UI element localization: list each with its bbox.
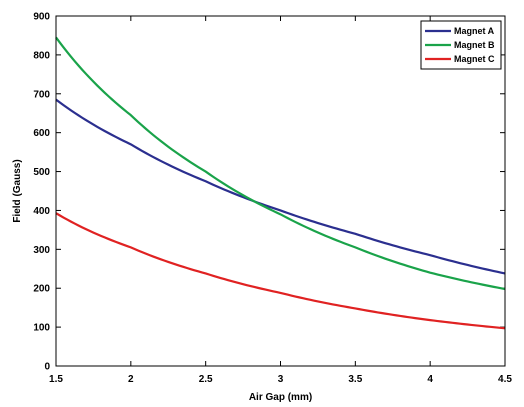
series-lines <box>55 36 506 330</box>
y-tick-label: 100 <box>33 323 50 334</box>
x-axis-ticks: 1.5 2 2.5 3 3.5 4 4.5 <box>49 16 512 385</box>
y-tick-label: 200 <box>33 284 50 295</box>
y-tick-label: 300 <box>33 245 50 256</box>
y-tick-label: 800 <box>33 50 50 61</box>
x-tick-label: 3 <box>278 374 284 385</box>
series-line-magnet-b <box>55 36 506 291</box>
x-tick-label: 2.5 <box>199 374 213 385</box>
x-tick-label: 4 <box>427 374 433 385</box>
legend-label-magnet-b: Magnet B <box>454 40 495 50</box>
x-axis-title: Air Gap (mm) <box>249 392 312 403</box>
legend-label-magnet-c: Magnet C <box>454 54 495 64</box>
x-tick-label: 4.5 <box>498 374 512 385</box>
series-line-magnet-c <box>55 212 506 330</box>
y-tick-label: 600 <box>33 128 50 139</box>
plot-area-frame <box>55 15 506 367</box>
y-axis-title: Field (Gauss) <box>12 159 23 222</box>
x-tick-label: 3.5 <box>348 374 362 385</box>
series-line-magnet-a <box>55 98 506 275</box>
x-tick-label: 2 <box>128 374 134 385</box>
legend-label-magnet-a: Magnet A <box>454 26 495 36</box>
y-tick-label: 900 <box>33 12 50 23</box>
x-tick-label: 1.5 <box>49 374 63 385</box>
y-tick-label: 0 <box>44 362 50 373</box>
y-tick-label: 400 <box>33 206 50 217</box>
legend: Magnet A Magnet B Magnet C <box>420 20 502 70</box>
y-tick-label: 700 <box>33 89 50 100</box>
y-tick-label: 500 <box>33 167 50 178</box>
